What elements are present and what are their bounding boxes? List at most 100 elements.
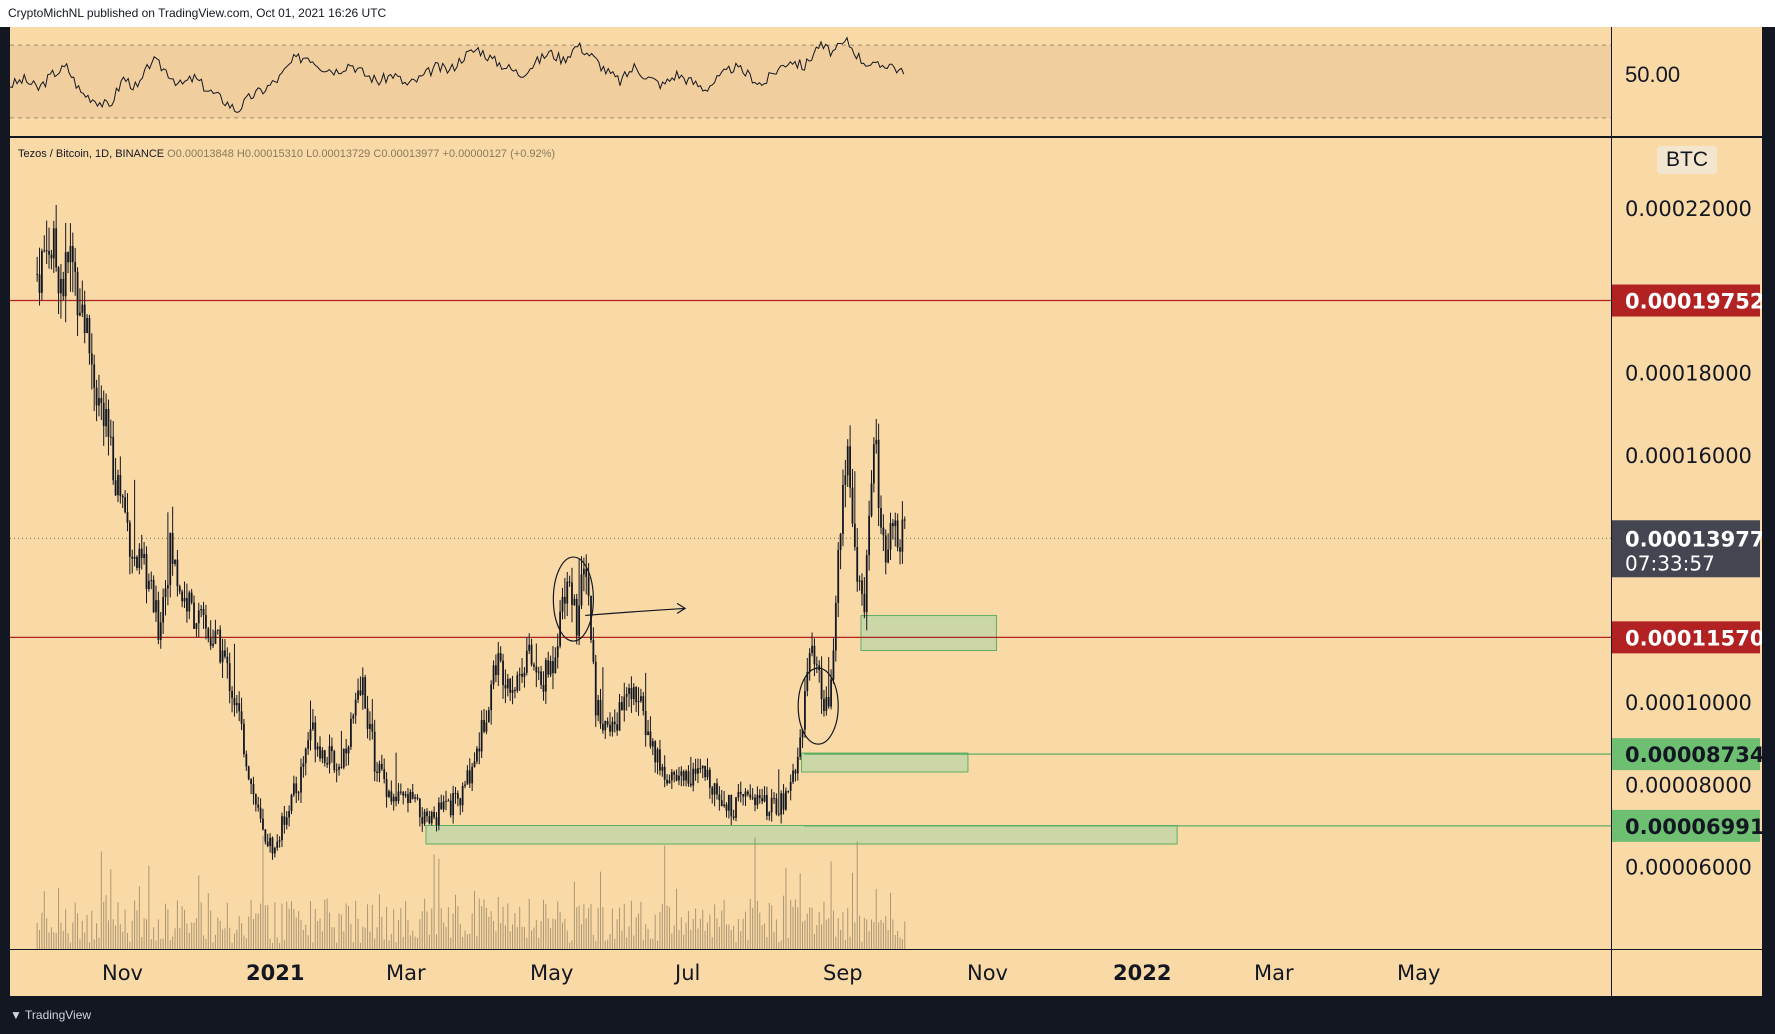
candle-body: [171, 532, 174, 564]
y-tick-label: 0.00006000: [1625, 856, 1752, 880]
current-price-tag: [1612, 520, 1760, 578]
volume-bar: [276, 937, 278, 949]
volume-bar: [500, 923, 502, 949]
candle-body: [875, 439, 878, 445]
candle-body: [476, 748, 478, 762]
candle-body: [849, 446, 851, 488]
candle-body: [701, 765, 704, 769]
volume-bar: [198, 875, 200, 949]
volume-bar: [671, 933, 673, 949]
candle-body: [38, 274, 41, 293]
volume-bar: [592, 934, 594, 949]
volume-bar: [241, 923, 243, 949]
candle-body: [369, 723, 371, 729]
rsi-level-label: 50.00: [1625, 62, 1681, 87]
volume-bar: [823, 901, 825, 949]
candle-body: [430, 811, 433, 824]
candle-body: [183, 598, 186, 602]
price-axis[interactable]: 0.00022000 0.00018000 0.00016000 0.00010000…: [1612, 138, 1762, 949]
volume-bar: [243, 935, 245, 949]
x-tick-label: 2021: [246, 961, 304, 985]
volume-bar: [88, 942, 90, 949]
candle-body: [276, 841, 279, 848]
candle-body: [839, 533, 842, 550]
candle-body: [799, 737, 802, 757]
volume-bar: [381, 916, 383, 949]
volume-bar: [416, 937, 418, 949]
volume-bar: [780, 940, 782, 949]
candle-body: [350, 718, 352, 747]
footer-brand[interactable]: TradingView: [25, 1008, 92, 1022]
volume-bar: [633, 935, 635, 949]
candle-body: [273, 847, 276, 854]
volume-bar: [523, 927, 525, 949]
volume-bar: [531, 930, 533, 949]
volume-bar: [86, 914, 88, 949]
candle-body: [699, 768, 702, 770]
volume-bar: [676, 888, 678, 949]
level-tag-2: [1612, 621, 1760, 654]
volume-bar: [124, 909, 126, 949]
volume-bar: [407, 920, 409, 949]
candle-body: [502, 660, 504, 686]
candle-body: [300, 767, 302, 793]
candle-body: [863, 593, 866, 613]
candle-body: [742, 794, 745, 797]
candle-body: [100, 398, 103, 403]
candle-body: [326, 763, 329, 765]
candle-body: [514, 689, 516, 691]
candle-body: [471, 766, 474, 784]
volume-bar: [493, 921, 495, 949]
volume-bar: [597, 907, 599, 949]
candle-body: [573, 598, 576, 605]
x-tick-label: Nov: [967, 961, 1008, 985]
x-tick-label: Mar: [386, 961, 426, 985]
candle-body: [121, 495, 124, 498]
candle-body: [827, 697, 830, 707]
candle-body: [842, 484, 844, 534]
volume-bar: [759, 912, 761, 949]
candle-body: [361, 677, 364, 695]
candle-body: [525, 650, 528, 673]
candle-body: [212, 643, 214, 646]
candle-body: [763, 794, 766, 802]
rsi-price-axis[interactable]: 50.00: [1612, 27, 1762, 136]
candle-body: [93, 364, 96, 388]
volume-bar: [542, 899, 544, 949]
volume-bar: [635, 917, 637, 949]
candle-body: [90, 353, 93, 365]
candle-body: [366, 708, 369, 729]
candle-body: [578, 605, 581, 636]
volume-bar: [150, 939, 152, 949]
candle-body: [152, 579, 155, 613]
candle-body: [616, 724, 619, 731]
rsi-pane[interactable]: [10, 27, 1611, 136]
tradingview-logo-icon[interactable]: ▼: [10, 1008, 22, 1022]
volume-bar: [709, 914, 711, 949]
volume-bar: [138, 886, 140, 949]
symbol-legend: Tezos / Bitcoin, 1D, BINANCE O0.00013848…: [18, 148, 555, 160]
candle-body: [768, 812, 771, 816]
volume-bar: [414, 936, 416, 949]
volume-bar: [117, 902, 119, 949]
candle-body: [597, 700, 600, 716]
rsi-line: [10, 36, 905, 114]
price-pane[interactable]: [10, 138, 1611, 949]
candle-body: [207, 628, 210, 639]
volume-bar: [447, 907, 449, 949]
candle-body: [378, 763, 381, 774]
candle-body: [209, 638, 212, 646]
candle-body: [601, 723, 604, 731]
candle-body: [445, 800, 447, 802]
x-tick-label: May: [1397, 961, 1440, 985]
time-axis[interactable]: Nov 2021 Mar May Jul Sep Nov 2022 Mar May: [10, 950, 1611, 996]
volume-bar: [271, 942, 273, 949]
volume-bar: [771, 905, 773, 949]
volume-bar: [459, 923, 461, 949]
price-unit-badge[interactable]: BTC: [1657, 146, 1717, 174]
candle-body: [233, 697, 236, 706]
volume-bar: [107, 920, 109, 949]
candle-body: [903, 519, 906, 521]
candle-body: [150, 579, 153, 581]
candle-body: [811, 645, 813, 654]
